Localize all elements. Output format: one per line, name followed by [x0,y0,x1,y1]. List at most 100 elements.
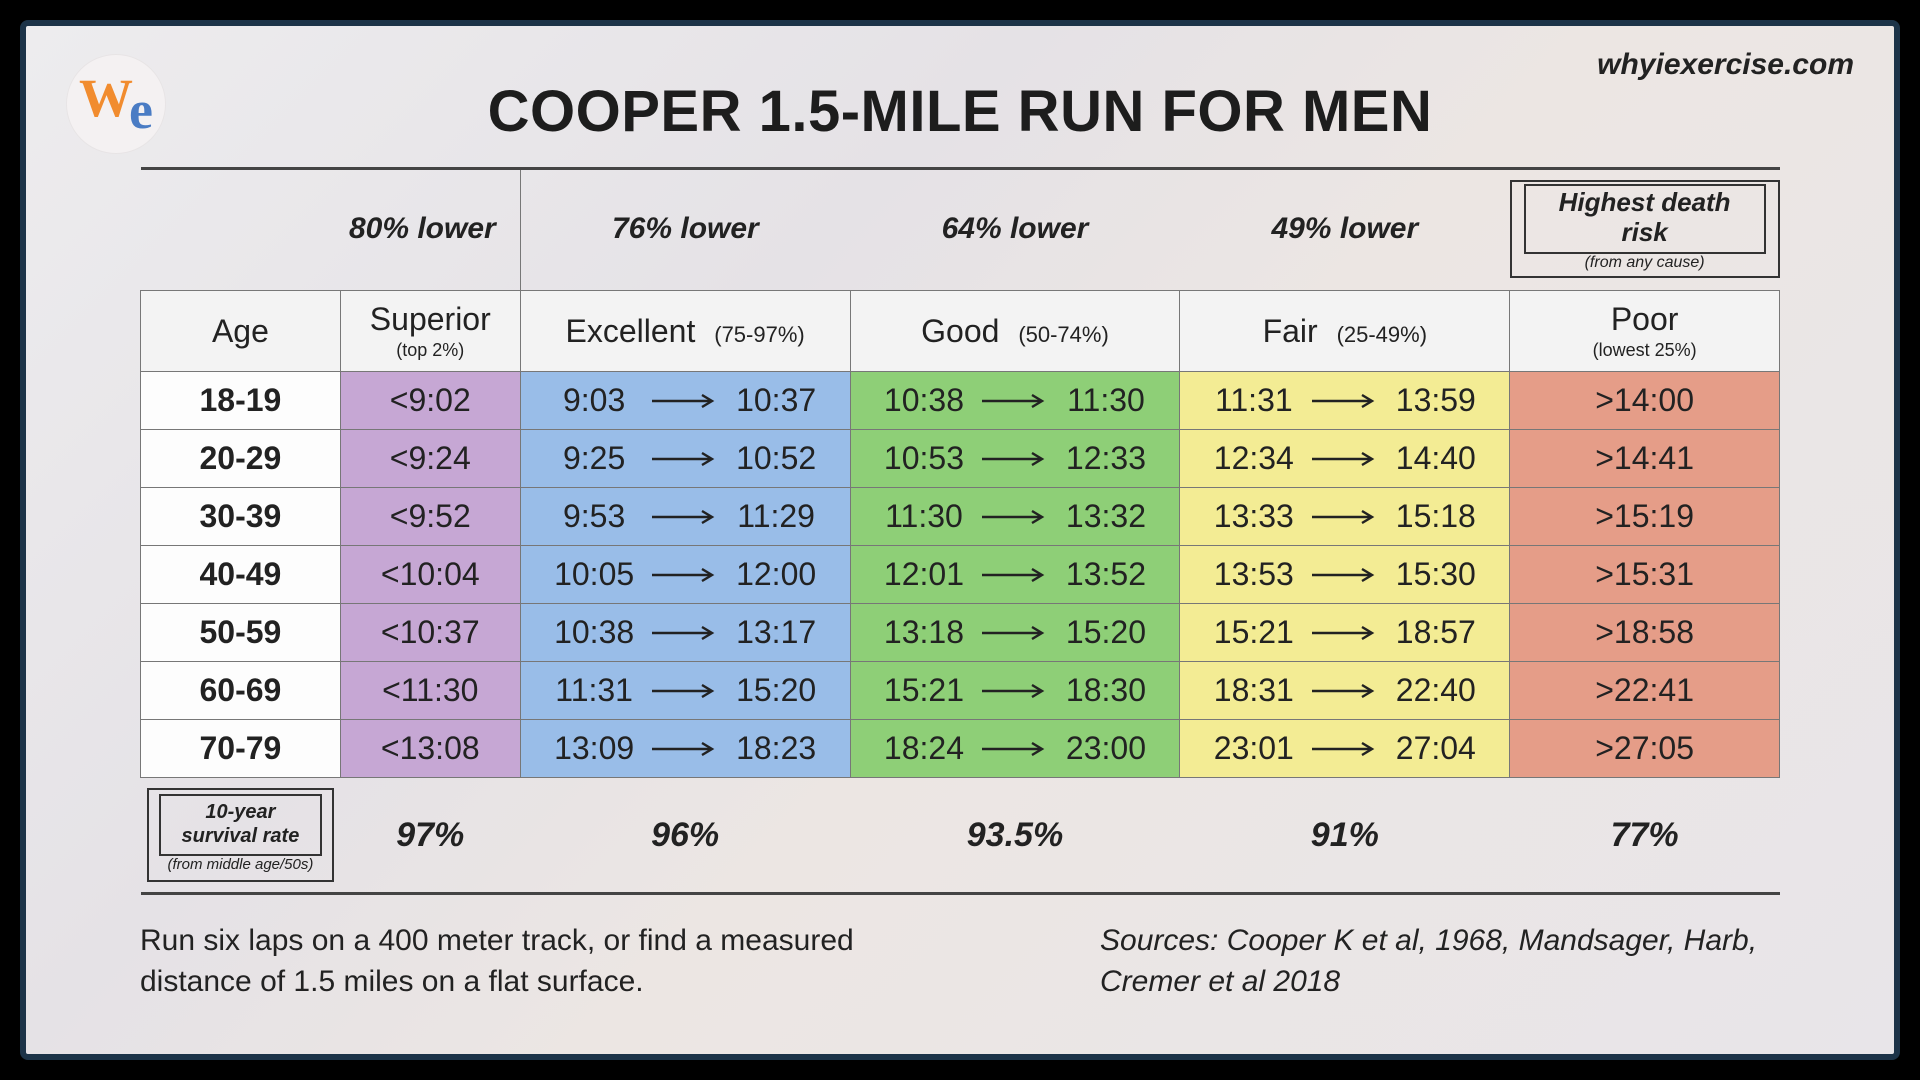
cell-age: 30-39 [141,488,341,546]
col-good: Good (50-74%) [850,291,1180,372]
risk-good: 64% lower [850,169,1180,291]
survival-excellent: 96% [520,778,850,894]
table-row: 60-69<11:3011:3115:2015:2118:3018:3122:4… [141,662,1780,720]
arrow-icon [1310,626,1380,640]
table-wrap: 80% lower 76% lower 64% lower 49% lower … [140,167,1780,895]
table-row: 50-59<10:3710:3813:1713:1815:2015:2118:5… [141,604,1780,662]
cell-good: 13:1815:20 [850,604,1180,662]
cell-poor: >27:05 [1510,720,1780,778]
cell-good: 10:5312:33 [850,430,1180,488]
arrow-icon [650,568,720,582]
arrow-icon [650,452,720,466]
site-logo: We [66,54,166,154]
arrow-icon [980,684,1050,698]
cell-fair: 13:5315:30 [1180,546,1510,604]
cell-poor: >15:19 [1510,488,1780,546]
cell-excellent: 9:2510:52 [520,430,850,488]
arrow-icon [980,568,1050,582]
cell-age: 20-29 [141,430,341,488]
cell-fair: 15:2118:57 [1180,604,1510,662]
survival-superior: 97% [340,778,520,894]
cell-excellent: 10:0512:00 [520,546,850,604]
cell-poor: >14:00 [1510,372,1780,430]
arrow-icon [1310,684,1380,698]
arrow-icon [1310,394,1380,408]
survival-row: 10-year survival rate(from middle age/50… [141,778,1780,894]
arrow-icon [1310,510,1380,524]
risk-row: 80% lower 76% lower 64% lower 49% lower … [141,169,1780,291]
table-row: 70-79<13:0813:0918:2318:2423:0023:0127:0… [141,720,1780,778]
cell-superior: <10:04 [340,546,520,604]
arrow-icon [980,452,1050,466]
page-title: COOPER 1.5-MILE RUN FOR MEN [74,78,1846,145]
logo-w: W [79,67,133,129]
footer-sources: Sources: Cooper K et al, 1968, Mandsager… [1100,921,1780,1002]
cell-fair: 18:3122:40 [1180,662,1510,720]
cell-good: 10:3811:30 [850,372,1180,430]
cooper-table: 80% lower 76% lower 64% lower 49% lower … [140,167,1780,895]
arrow-icon [650,626,720,640]
survival-poor: 77% [1510,778,1780,894]
arrow-icon [980,510,1050,524]
arrow-icon [1310,568,1380,582]
arrow-icon [980,626,1050,640]
risk-poor: Highest death risk(from any cause) [1510,169,1780,291]
cell-superior: <9:52 [340,488,520,546]
arrow-icon [650,684,720,698]
footer-instructions: Run six laps on a 400 meter track, or fi… [140,921,900,1002]
cell-good: 18:2423:00 [850,720,1180,778]
card: We whyiexercise.com COOPER 1.5-MILE RUN … [20,20,1900,1060]
cell-superior: <13:08 [340,720,520,778]
cell-fair: 12:3414:40 [1180,430,1510,488]
table-row: 40-49<10:0410:0512:0012:0113:5213:5315:3… [141,546,1780,604]
arrow-icon [980,742,1050,756]
cell-superior: <10:37 [340,604,520,662]
cell-poor: >18:58 [1510,604,1780,662]
cell-age: 18-19 [141,372,341,430]
cell-good: 11:3013:32 [850,488,1180,546]
risk-fair: 49% lower [1180,169,1510,291]
cell-age: 40-49 [141,546,341,604]
cell-superior: <9:24 [340,430,520,488]
cell-excellent: 11:3115:20 [520,662,850,720]
cell-good: 15:2118:30 [850,662,1180,720]
cell-superior: <9:02 [340,372,520,430]
cell-excellent: 10:3813:17 [520,604,850,662]
cell-age: 50-59 [141,604,341,662]
cell-excellent: 9:5311:29 [520,488,850,546]
logo-e: e [129,79,153,141]
col-fair: Fair (25-49%) [1180,291,1510,372]
cell-excellent: 13:0918:23 [520,720,850,778]
cell-fair: 23:0127:04 [1180,720,1510,778]
cell-age: 70-79 [141,720,341,778]
arrow-icon [650,510,720,524]
arrow-icon [650,394,720,408]
table-row: 30-39<9:529:5311:2911:3013:3213:3315:18>… [141,488,1780,546]
table-row: 18-19<9:029:0310:3710:3811:3011:3113:59>… [141,372,1780,430]
col-poor: Poor (lowest 25%) [1510,291,1780,372]
cell-fair: 13:3315:18 [1180,488,1510,546]
survival-fair: 91% [1180,778,1510,894]
cell-poor: >22:41 [1510,662,1780,720]
cell-age: 60-69 [141,662,341,720]
arrow-icon [1310,452,1380,466]
arrow-icon [980,394,1050,408]
cell-good: 12:0113:52 [850,546,1180,604]
footer: Run six laps on a 400 meter track, or fi… [140,921,1780,1002]
arrow-icon [650,742,720,756]
cell-poor: >14:41 [1510,430,1780,488]
site-name: whyiexercise.com [1597,48,1854,82]
risk-excellent: 76% lower [520,169,850,291]
cell-poor: >15:31 [1510,546,1780,604]
survival-label: 10-year survival rate(from middle age/50… [141,778,341,894]
risk-superior: 80% lower [141,169,521,291]
col-age: Age [141,291,341,372]
category-row: Age Superior (top 2%) Excellent (75-97%)… [141,291,1780,372]
arrow-icon [1310,742,1380,756]
table-row: 20-29<9:249:2510:5210:5312:3312:3414:40>… [141,430,1780,488]
col-superior: Superior (top 2%) [340,291,520,372]
cell-superior: <11:30 [340,662,520,720]
col-excellent: Excellent (75-97%) [520,291,850,372]
cell-excellent: 9:0310:37 [520,372,850,430]
cell-fair: 11:3113:59 [1180,372,1510,430]
